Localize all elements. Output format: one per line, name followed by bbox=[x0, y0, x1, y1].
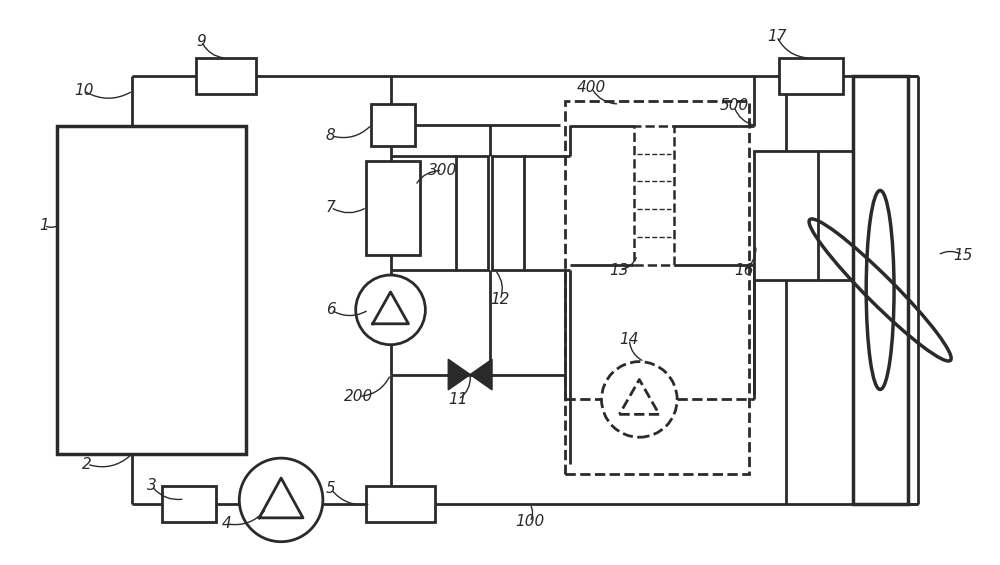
Text: 5: 5 bbox=[326, 481, 336, 497]
Bar bbox=[162, 486, 216, 522]
Bar bbox=[853, 76, 908, 504]
Text: 3: 3 bbox=[147, 479, 157, 493]
Text: 10: 10 bbox=[74, 84, 94, 98]
Bar bbox=[196, 58, 256, 94]
Polygon shape bbox=[470, 359, 492, 390]
Text: 200: 200 bbox=[344, 389, 373, 404]
Text: 15: 15 bbox=[953, 247, 972, 263]
Text: 12: 12 bbox=[490, 293, 510, 307]
Bar bbox=[754, 151, 818, 280]
Text: 2: 2 bbox=[82, 457, 92, 472]
Bar bbox=[366, 486, 435, 522]
Text: 1: 1 bbox=[39, 218, 49, 233]
Text: 100: 100 bbox=[515, 514, 544, 529]
Text: 17: 17 bbox=[767, 29, 786, 44]
Bar bbox=[634, 126, 674, 265]
Bar bbox=[371, 104, 415, 146]
Bar bbox=[779, 58, 843, 94]
Text: 7: 7 bbox=[326, 200, 336, 215]
Text: 13: 13 bbox=[610, 263, 629, 277]
Bar bbox=[565, 101, 749, 474]
Polygon shape bbox=[448, 359, 470, 390]
Text: 500: 500 bbox=[719, 98, 748, 114]
Text: 16: 16 bbox=[734, 263, 754, 277]
Text: 300: 300 bbox=[428, 163, 457, 178]
Bar bbox=[456, 155, 488, 270]
Text: 8: 8 bbox=[326, 128, 336, 143]
Bar bbox=[57, 126, 246, 454]
Text: 9: 9 bbox=[197, 34, 206, 49]
Text: 11: 11 bbox=[448, 392, 468, 407]
Text: 4: 4 bbox=[221, 516, 231, 531]
Text: 400: 400 bbox=[577, 80, 606, 95]
Text: 6: 6 bbox=[326, 302, 336, 318]
Text: 14: 14 bbox=[620, 332, 639, 347]
Bar bbox=[492, 155, 524, 270]
Bar bbox=[366, 160, 420, 255]
